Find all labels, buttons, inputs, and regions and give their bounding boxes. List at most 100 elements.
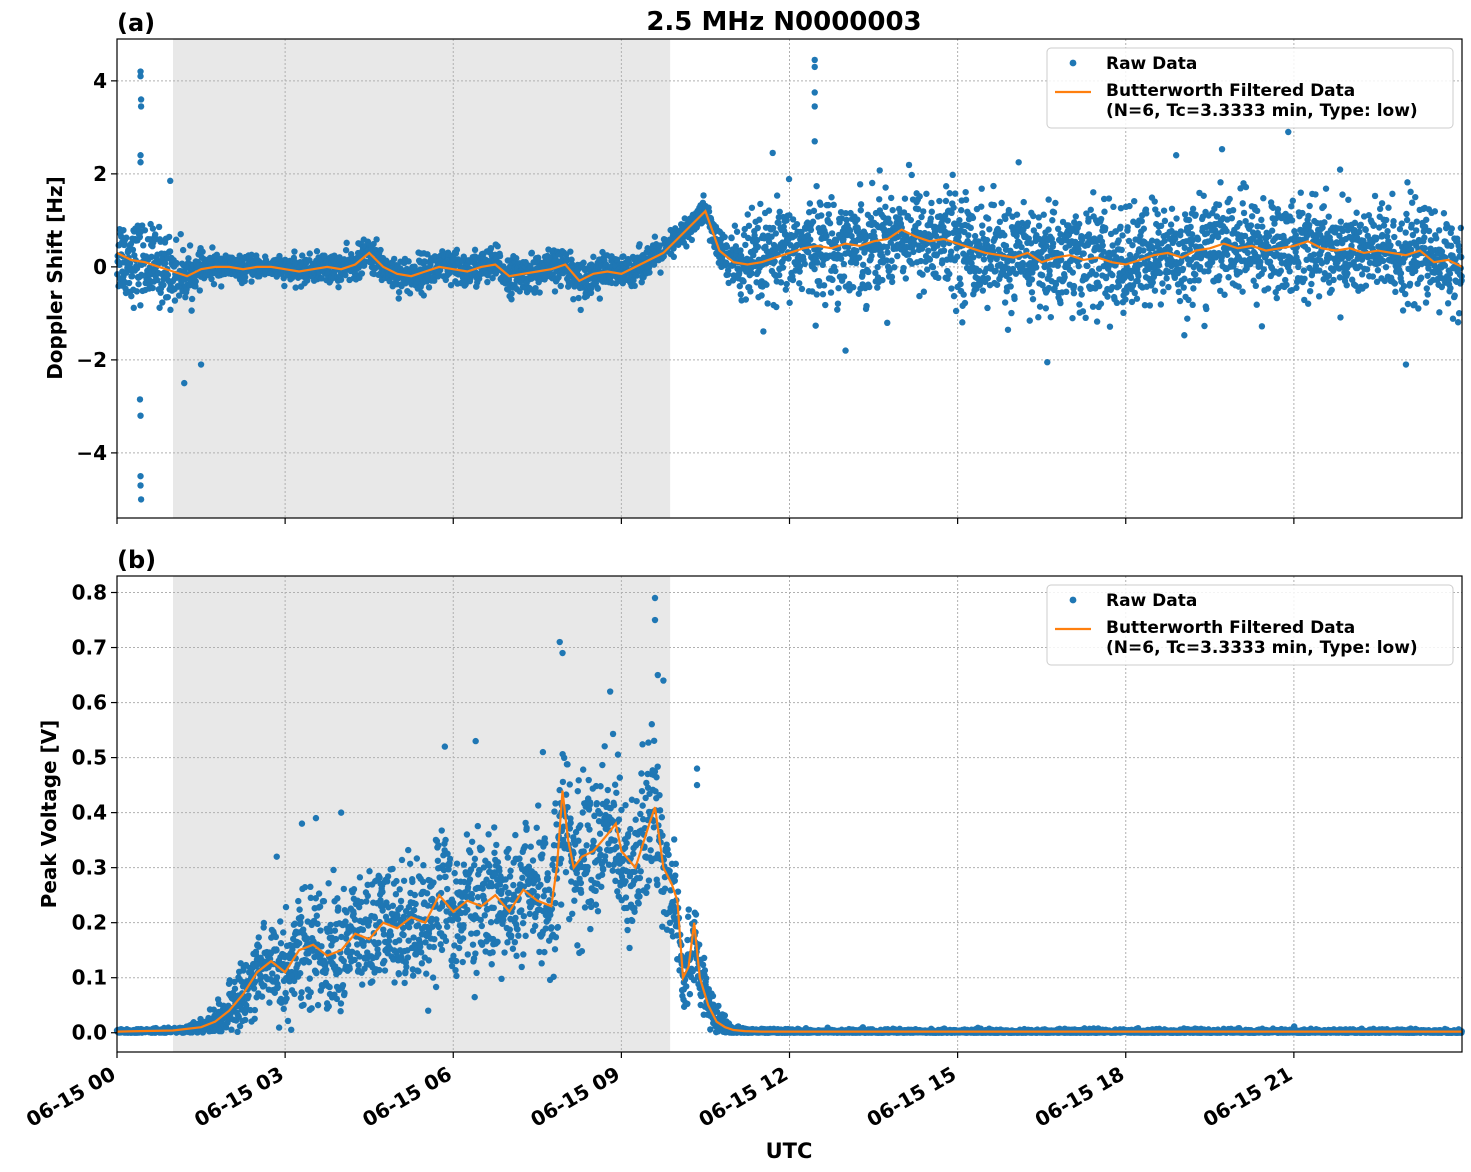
raw-data-point <box>1239 288 1246 295</box>
raw-data-point <box>123 269 130 276</box>
raw-data-point <box>1157 301 1165 308</box>
raw-data-point <box>1002 242 1010 250</box>
raw-data-point <box>186 242 194 249</box>
raw-data-point <box>970 254 977 261</box>
raw-data-point <box>313 248 321 255</box>
raw-data-point <box>1096 282 1103 290</box>
raw-data-outlier <box>811 138 818 145</box>
raw-data-point <box>251 1015 258 1022</box>
raw-data-point <box>807 226 815 234</box>
raw-data-point <box>280 929 287 936</box>
raw-data-point <box>1293 284 1300 292</box>
raw-data-point <box>946 190 953 197</box>
raw-data-outlier <box>137 159 144 166</box>
raw-data-point <box>840 273 848 280</box>
raw-data-point <box>993 281 1001 288</box>
raw-data-point <box>1306 287 1314 295</box>
raw-data-point <box>1028 289 1036 296</box>
raw-data-point <box>1110 203 1117 211</box>
raw-data-point <box>331 927 339 934</box>
raw-data-point <box>1215 201 1223 209</box>
raw-data-point <box>857 201 865 208</box>
raw-data-point <box>1404 179 1411 186</box>
raw-data-point <box>508 290 515 297</box>
raw-data-point <box>577 306 584 314</box>
raw-data-point <box>1382 263 1390 271</box>
raw-data-point <box>1029 295 1037 303</box>
raw-data-point <box>1214 233 1222 241</box>
raw-data-point <box>1259 223 1266 230</box>
raw-data-outlier <box>811 89 818 96</box>
raw-data-point <box>314 1001 322 1009</box>
raw-data-point <box>133 288 141 295</box>
raw-data-point <box>785 175 793 183</box>
raw-data-point <box>918 213 925 221</box>
y-tick-label: 0 <box>93 255 107 279</box>
raw-data-point <box>149 284 156 292</box>
raw-data-point <box>1001 299 1009 306</box>
raw-data-point <box>944 217 951 224</box>
raw-data-point <box>164 271 172 279</box>
raw-data-point <box>1028 276 1036 283</box>
raw-data-outlier <box>811 56 818 64</box>
raw-data-point <box>754 224 761 232</box>
raw-data-point <box>777 279 785 286</box>
raw-data-point <box>266 999 273 1006</box>
raw-data-point <box>952 307 960 315</box>
raw-data-point <box>322 960 329 967</box>
raw-data-point <box>188 307 195 314</box>
raw-data-point <box>1143 210 1150 217</box>
raw-data-point <box>1357 221 1364 228</box>
raw-data-point <box>1447 242 1455 250</box>
raw-data-point <box>1115 282 1123 290</box>
raw-data-point <box>291 990 298 998</box>
raw-data-point <box>196 287 203 294</box>
raw-data-point <box>596 295 604 302</box>
raw-data-point <box>1398 220 1405 227</box>
raw-data-point <box>742 296 750 303</box>
raw-data-point <box>575 294 582 302</box>
raw-data-point <box>489 274 496 282</box>
raw-data-point <box>306 250 313 257</box>
raw-data-point <box>1035 314 1042 321</box>
raw-data-point <box>421 258 428 265</box>
raw-data-point <box>1458 253 1465 261</box>
raw-data-point <box>740 278 747 285</box>
raw-data-point <box>358 270 366 277</box>
raw-data-point <box>1320 203 1327 210</box>
raw-data-point <box>123 234 130 241</box>
raw-data-point <box>420 292 427 299</box>
raw-data-point <box>745 222 753 229</box>
raw-data-point <box>325 1003 332 1010</box>
raw-data-point <box>874 284 881 291</box>
raw-data-point <box>813 182 820 190</box>
raw-data-point <box>1268 227 1276 234</box>
raw-data-point <box>297 970 304 977</box>
raw-data-point <box>1117 223 1124 230</box>
raw-data-point <box>869 179 876 187</box>
raw-data-point <box>832 267 839 275</box>
raw-data-point <box>1082 314 1089 322</box>
raw-data-point <box>1382 216 1390 224</box>
raw-data-outlier <box>137 73 144 80</box>
raw-data-point <box>1160 288 1167 295</box>
raw-data-point <box>1035 222 1043 230</box>
raw-data-point <box>620 253 627 260</box>
raw-data-point <box>1113 299 1121 307</box>
raw-data-point <box>953 253 961 260</box>
raw-data-point <box>876 196 883 203</box>
raw-data-point <box>1396 225 1404 233</box>
raw-data-point <box>1167 221 1175 228</box>
raw-data-point <box>138 272 146 279</box>
raw-data-point <box>1194 236 1202 243</box>
raw-data-point <box>1226 195 1233 203</box>
raw-data-point <box>891 264 898 271</box>
raw-data-point <box>1362 226 1369 234</box>
raw-data-point <box>817 201 824 208</box>
raw-data-point <box>175 292 183 299</box>
raw-data-point <box>179 246 187 254</box>
raw-data-point <box>998 199 1005 207</box>
raw-data-point <box>277 940 285 947</box>
raw-data-point <box>1363 266 1371 273</box>
raw-data-point <box>431 277 438 284</box>
